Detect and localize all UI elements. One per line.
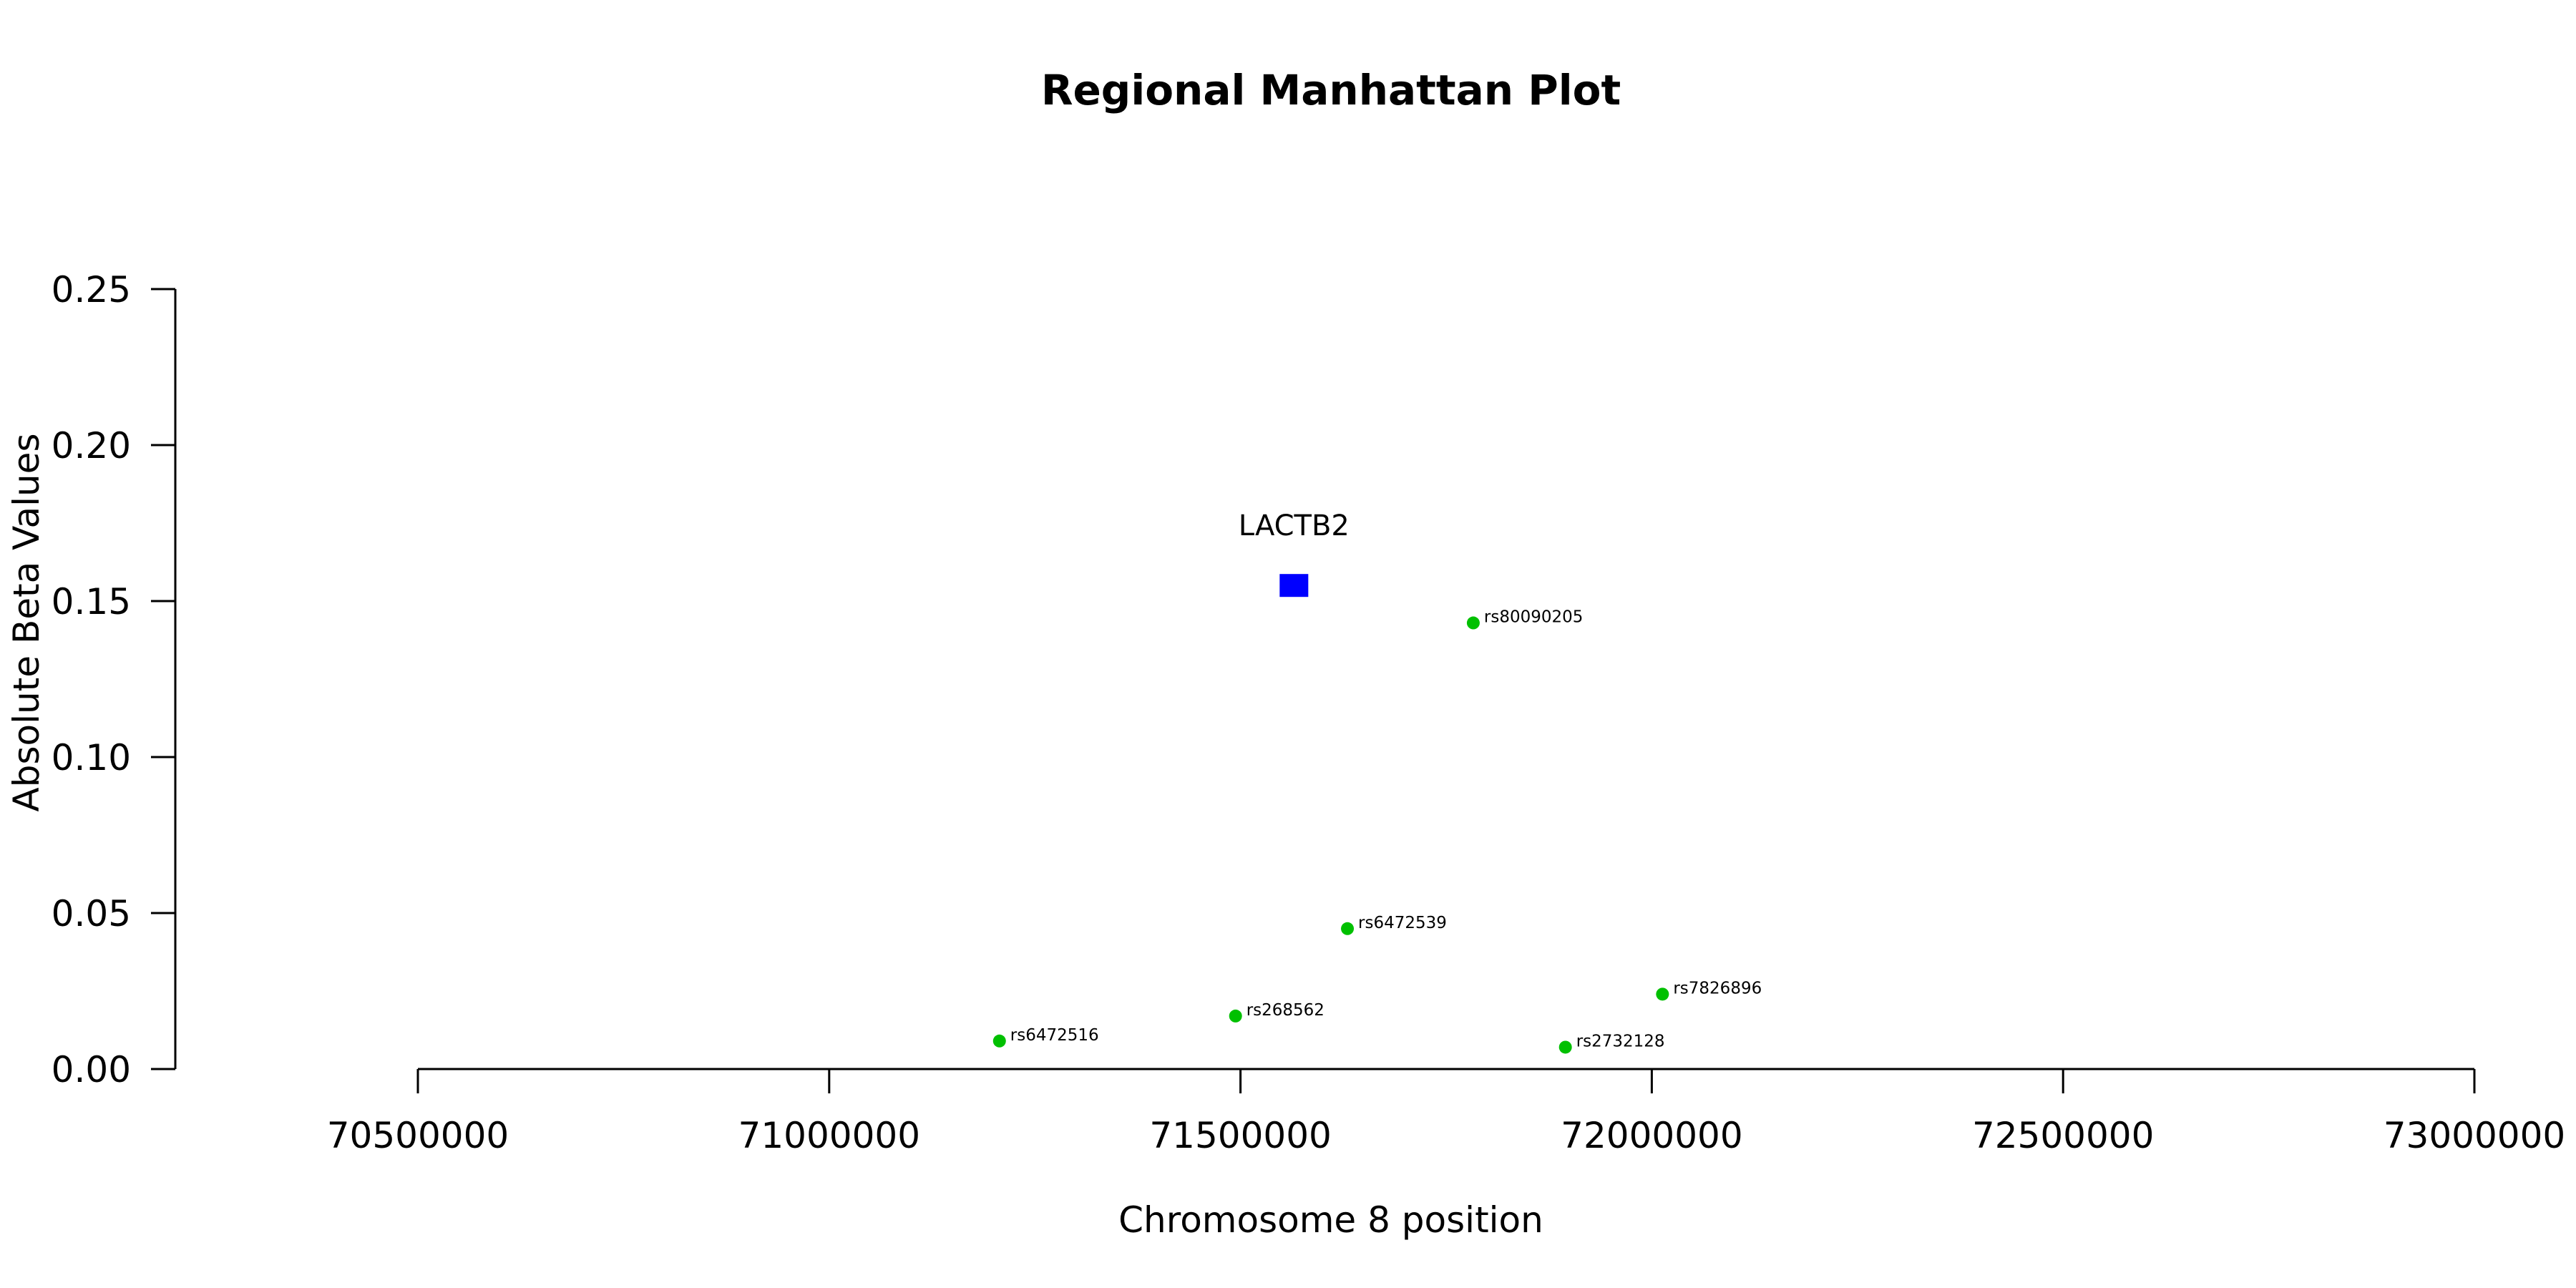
snp-label: rs6472539 xyxy=(1358,914,1447,932)
snp-point xyxy=(992,1034,1006,1048)
y-tick-label: 0.00 xyxy=(52,1049,131,1091)
gene-marker xyxy=(1279,574,1309,597)
y-tick-label: 0.15 xyxy=(52,581,131,623)
snp-label: rs7826896 xyxy=(1673,979,1762,997)
x-axis: 70500000 71000000 71500000 72000000 72500000… xyxy=(327,1068,2566,1156)
snp-label: rs2732128 xyxy=(1576,1032,1665,1050)
x-tick-label: 71000000 xyxy=(738,1115,921,1156)
y-tick-label: 0.25 xyxy=(52,269,131,311)
x-tick-label: 72000000 xyxy=(1561,1115,1743,1156)
gene-label: LACTB2 xyxy=(1239,509,1350,542)
x-tick-label: 70500000 xyxy=(327,1115,509,1156)
x-tick-label: 71500000 xyxy=(1149,1115,1332,1156)
y-tick-label: 0.05 xyxy=(52,893,131,935)
snp-point xyxy=(1341,922,1355,935)
y-axis: 0.00 0.05 0.10 0.15 0.20 0.25 xyxy=(52,269,177,1091)
y-tick-label: 0.10 xyxy=(52,737,131,779)
snp-label: rs268562 xyxy=(1246,1001,1324,1020)
y-axis-label: Absolute Beta Values xyxy=(6,434,47,812)
snp-point xyxy=(1229,1009,1242,1023)
snp-label: rs6472516 xyxy=(1010,1026,1099,1045)
snp-point xyxy=(1558,1040,1572,1054)
x-tick-label: 73000000 xyxy=(2384,1115,2566,1156)
snp-point xyxy=(1466,616,1480,630)
x-tick-label: 72500000 xyxy=(1972,1115,2155,1156)
plot-marks: LACTB2 rs80090205 rs6472539 rs7826896 rs2685… xyxy=(992,509,1762,1054)
x-axis-label: Chromosome 8 position xyxy=(1118,1199,1543,1241)
snp-point xyxy=(1656,987,1669,1001)
y-tick-label: 0.20 xyxy=(52,425,131,467)
chart-title: Regional Manhattan Plot xyxy=(1041,66,1621,114)
snp-label: rs80090205 xyxy=(1484,608,1584,627)
